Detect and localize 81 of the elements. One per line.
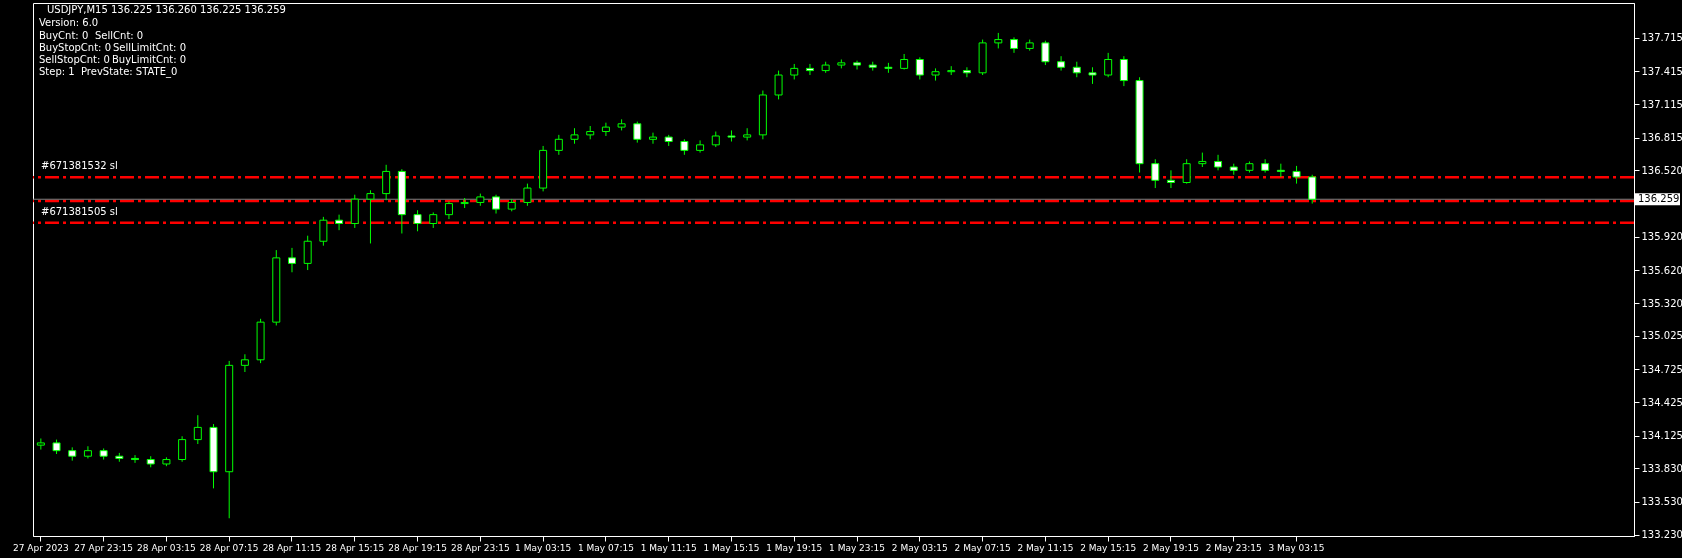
y-tick-label: 137.715 [1641, 32, 1682, 44]
candlestick [696, 139, 705, 154]
y-tick-label: 136.520 [1641, 164, 1682, 176]
candlestick [633, 121, 642, 144]
x-tick-label: 28 Apr 07:15 [199, 542, 259, 553]
candlestick [1166, 169, 1175, 189]
annotation: PrevState: STATE_0 [81, 66, 178, 78]
x-tick-label: 27 Apr 23:15 [74, 542, 133, 553]
candlestick [962, 66, 971, 78]
x-tick-label: 2 May 11:15 [1017, 542, 1074, 553]
candlestick [1214, 154, 1223, 171]
x-tick-label: 3 May 03:15 [1268, 542, 1325, 553]
x-tick-label: 1 May 07:15 [577, 542, 634, 553]
candlestick [523, 183, 532, 207]
candlestick [240, 353, 249, 373]
candlestick [492, 194, 501, 215]
candlestick [335, 214, 344, 231]
candlestick [1182, 158, 1191, 185]
candlestick [601, 122, 610, 137]
y-tick-label: 134.425 [1641, 396, 1682, 408]
candlestick [178, 435, 187, 463]
annotation: BuyLimitCnt: 0 [112, 54, 187, 65]
candlestick [915, 56, 924, 80]
annotation: BuyCnt: 0 [39, 30, 89, 41]
candlestick [1041, 40, 1050, 66]
candlestick [1308, 174, 1317, 205]
y-tick-label: 135.620 [1641, 264, 1682, 276]
chart-title: USDJPY,M15 136.225 136.260 136.225 136.259 [47, 4, 286, 15]
x-tick-label: 1 May 15:15 [703, 542, 760, 553]
ref-line-label: 136.259 [1638, 193, 1680, 205]
x-tick-label: 1 May 23:15 [829, 542, 886, 553]
x-tick-label: 2 May 03:15 [891, 542, 948, 553]
y-tick-label: 136.815 [1641, 132, 1682, 144]
annotation: Version: 6.0 [39, 17, 99, 28]
candlestick [413, 209, 422, 232]
ref-line-label: #671381505 sl [41, 205, 118, 217]
y-tick-label: 133.530 [1641, 496, 1682, 508]
candlestick [287, 247, 296, 273]
annotation: BuyStopCnt: 0 [39, 42, 112, 53]
x-tick-label: 1 May 11:15 [640, 542, 697, 553]
candlestick [319, 216, 328, 247]
y-tick-label: 137.415 [1641, 65, 1682, 77]
x-tick-label: 2 May 15:15 [1080, 542, 1137, 553]
x-tick-label: 28 Apr 19:15 [388, 542, 447, 553]
candlestick [366, 189, 375, 244]
x-tick-label: 1 May 19:15 [766, 542, 823, 553]
annotation: SellStopCnt: 0 [39, 54, 110, 65]
x-tick-label: 27 Apr 2023 [13, 542, 69, 553]
candlestick [805, 63, 814, 76]
x-tick-label: 28 Apr 03:15 [137, 542, 196, 553]
candlestick [649, 132, 657, 145]
candlestick [774, 70, 783, 100]
y-tick-label: 134.725 [1641, 363, 1682, 375]
x-tick-label: 1 May 03:15 [515, 542, 572, 553]
y-tick-label: 133.230 [1641, 529, 1682, 541]
x-tick-label: 28 Apr 15:15 [325, 542, 385, 553]
candlestick [1151, 158, 1160, 189]
candlestick [303, 235, 312, 271]
x-tick-label: 2 May 07:15 [954, 542, 1011, 553]
ref-line-label: #671381532 sl [41, 160, 118, 172]
x-tick-label: 2 May 19:15 [1142, 542, 1199, 553]
candlestick [131, 454, 140, 464]
annotation: Step: 1 [39, 66, 75, 77]
y-tick-label: 135.320 [1641, 297, 1682, 309]
candlestick [1119, 55, 1128, 87]
y-tick-label: 133.830 [1641, 462, 1682, 474]
x-tick-label: 28 Apr 11:15 [262, 542, 322, 553]
candlestick [382, 164, 391, 201]
x-tick-label: 28 Apr 23:15 [450, 542, 510, 553]
annotation: SellLimitCnt: 0 [113, 42, 186, 53]
candlestick [1104, 52, 1113, 78]
y-tick-label: 135.920 [1641, 231, 1682, 243]
candlestick [193, 414, 202, 445]
y-tick-label: 135.025 [1641, 330, 1682, 342]
candlestick [1261, 158, 1270, 174]
x-tick-label: 2 May 23:15 [1205, 542, 1262, 553]
candlestick [554, 134, 563, 156]
annotation: SellCnt: 0 [95, 30, 144, 41]
candlestick [1057, 55, 1066, 72]
y-tick-label: 134.125 [1641, 430, 1682, 442]
y-tick-label: 137.115 [1641, 98, 1682, 110]
